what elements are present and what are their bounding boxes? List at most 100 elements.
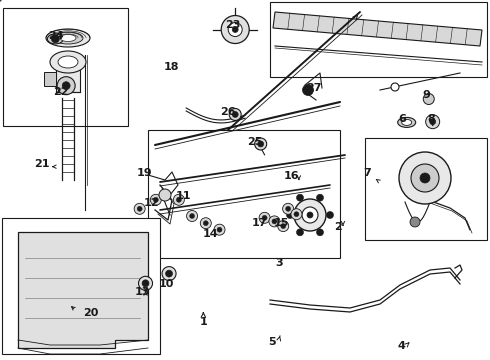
Circle shape (217, 227, 222, 232)
Circle shape (142, 280, 149, 287)
Circle shape (255, 138, 267, 150)
Text: 26: 26 (220, 107, 236, 117)
Circle shape (430, 119, 436, 125)
Circle shape (51, 35, 59, 43)
Circle shape (317, 229, 323, 236)
Circle shape (232, 27, 238, 32)
Circle shape (294, 199, 326, 231)
Bar (2, 218, 160, 354)
Circle shape (283, 203, 294, 214)
Circle shape (272, 219, 277, 224)
Bar (270, 2, 487, 77)
Circle shape (166, 270, 172, 277)
Circle shape (62, 82, 70, 90)
Ellipse shape (53, 32, 83, 44)
Circle shape (153, 197, 158, 202)
Circle shape (296, 229, 303, 236)
Ellipse shape (398, 117, 416, 127)
Text: 9: 9 (422, 90, 430, 100)
Text: 6: 6 (398, 114, 406, 124)
Circle shape (229, 108, 241, 121)
Circle shape (173, 194, 184, 205)
Circle shape (399, 152, 451, 204)
Ellipse shape (50, 51, 86, 73)
Circle shape (326, 212, 334, 219)
Text: 3: 3 (275, 258, 283, 268)
Circle shape (296, 194, 303, 201)
Text: 20: 20 (83, 308, 98, 318)
Text: 1: 1 (199, 317, 207, 327)
Ellipse shape (48, 34, 63, 44)
Text: 23: 23 (225, 20, 241, 30)
Circle shape (317, 194, 323, 201)
Ellipse shape (46, 29, 90, 47)
Circle shape (176, 197, 181, 202)
Circle shape (190, 213, 195, 219)
Text: 25: 25 (247, 137, 263, 147)
Circle shape (228, 23, 242, 36)
Bar (56, 68, 80, 92)
Circle shape (286, 206, 291, 211)
Ellipse shape (58, 56, 78, 68)
Circle shape (232, 112, 238, 117)
Text: 2: 2 (334, 222, 342, 232)
Text: 16: 16 (284, 171, 299, 181)
Circle shape (302, 207, 318, 223)
Polygon shape (18, 232, 148, 348)
Circle shape (200, 218, 211, 229)
Bar (365, 138, 487, 240)
Text: 24: 24 (49, 31, 64, 41)
Text: 11: 11 (176, 191, 192, 201)
Circle shape (134, 203, 145, 214)
Circle shape (420, 173, 430, 183)
Circle shape (214, 224, 225, 235)
Circle shape (287, 212, 294, 219)
Bar (44, 72, 56, 86)
Text: 19: 19 (137, 168, 152, 178)
Circle shape (0, 0, 1, 1)
Circle shape (137, 206, 142, 211)
Circle shape (221, 15, 249, 44)
Circle shape (203, 221, 208, 226)
Circle shape (391, 83, 399, 91)
Circle shape (294, 212, 299, 217)
Text: 13: 13 (134, 287, 150, 297)
Circle shape (159, 189, 171, 201)
Text: 5: 5 (268, 337, 276, 347)
Text: 10: 10 (159, 279, 174, 289)
Polygon shape (273, 12, 482, 46)
Ellipse shape (402, 120, 412, 125)
Text: 15: 15 (274, 218, 290, 228)
Circle shape (187, 211, 197, 221)
Text: 4: 4 (398, 341, 406, 351)
Circle shape (278, 221, 289, 231)
Circle shape (162, 267, 176, 280)
Text: 18: 18 (164, 62, 179, 72)
Bar (3, 8, 128, 126)
Circle shape (139, 276, 152, 290)
Circle shape (258, 141, 264, 147)
Ellipse shape (60, 35, 76, 41)
Text: 8: 8 (427, 114, 435, 124)
Text: 17: 17 (252, 218, 268, 228)
Text: 7: 7 (364, 168, 371, 178)
Text: 14: 14 (203, 229, 219, 239)
Circle shape (411, 164, 439, 192)
Text: 12: 12 (144, 198, 160, 208)
Circle shape (307, 212, 313, 218)
Circle shape (281, 224, 286, 229)
Text: 22: 22 (53, 87, 69, 97)
Circle shape (57, 77, 75, 95)
Circle shape (150, 194, 161, 205)
Circle shape (410, 217, 420, 227)
Circle shape (302, 85, 314, 95)
Text: 27: 27 (306, 83, 321, 93)
Circle shape (423, 94, 434, 104)
Bar (148, 130, 340, 258)
Circle shape (269, 216, 280, 227)
Text: 21: 21 (34, 159, 49, 169)
Circle shape (259, 212, 270, 223)
Circle shape (426, 115, 440, 129)
Circle shape (262, 215, 267, 220)
Circle shape (291, 209, 302, 220)
